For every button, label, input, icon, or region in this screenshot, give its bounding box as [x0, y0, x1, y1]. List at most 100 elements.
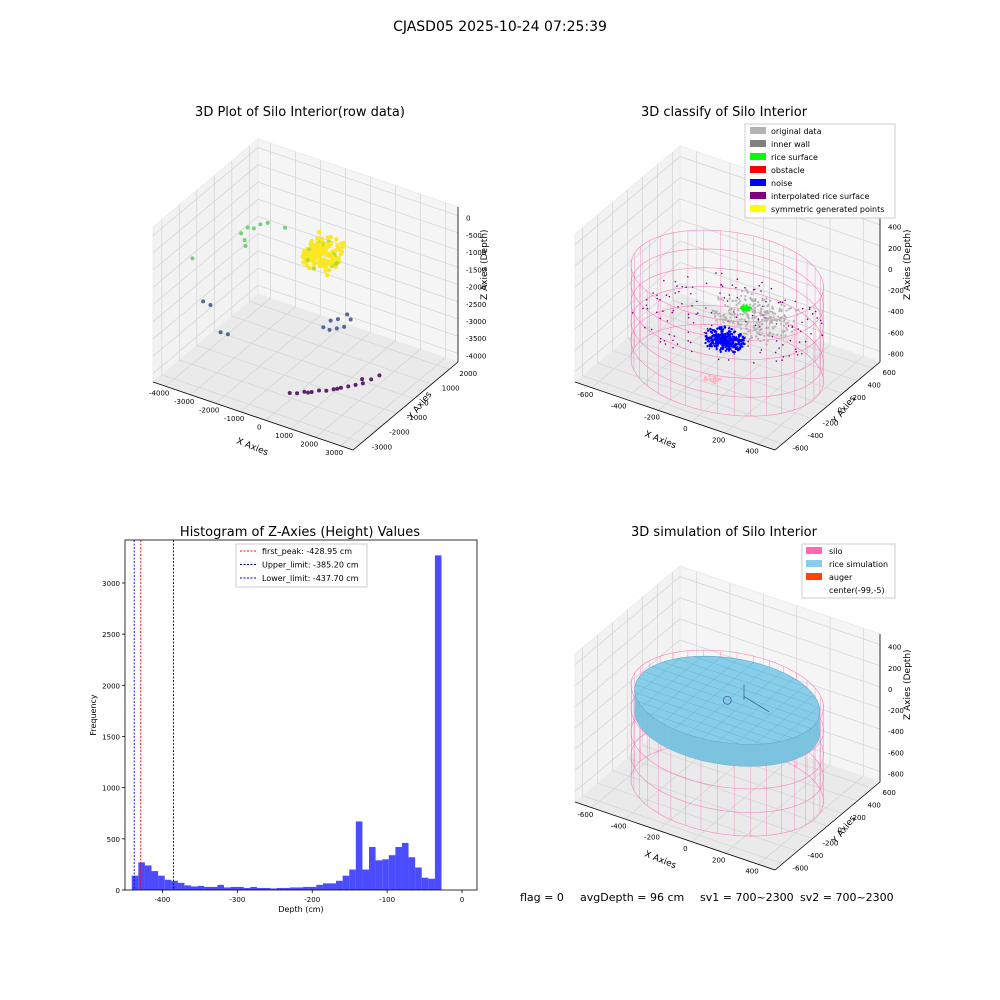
noise-point — [732, 331, 736, 334]
tick-label-y: 200 — [853, 814, 866, 822]
noise-point — [723, 325, 726, 328]
cluster-point — [313, 256, 318, 261]
rice-mesh-line — [647, 712, 740, 745]
interpolated-point — [791, 326, 794, 329]
histogram-bar — [309, 886, 317, 890]
noise-point — [742, 339, 745, 342]
original-point — [759, 339, 762, 343]
interpolated-point — [705, 282, 708, 285]
axis-y-line — [774, 781, 881, 871]
tick-label-z: -400 — [888, 308, 904, 316]
noise-point — [724, 333, 727, 336]
original-point — [786, 321, 790, 324]
data-point — [309, 390, 314, 395]
original-point — [749, 298, 752, 301]
interpolated-point — [789, 339, 792, 342]
tick-label-z: -4000 — [466, 352, 486, 360]
simulation-plot-title: 3D simulation of Silo Interior — [631, 525, 818, 540]
gridline-z — [574, 261, 881, 351]
cluster-point — [333, 261, 339, 267]
rice-side-strip — [637, 699, 640, 727]
noise-point — [728, 339, 731, 343]
histogram-bar — [336, 880, 343, 890]
original-point — [739, 300, 742, 303]
original-point — [773, 318, 776, 322]
original-point — [755, 335, 758, 338]
cluster-point — [335, 243, 340, 249]
cluster-point — [335, 247, 341, 252]
tick-label-z: -400 — [888, 728, 904, 736]
histogram-bar — [276, 887, 284, 890]
interpolated-point — [727, 359, 730, 361]
original-point — [761, 299, 764, 302]
interpolated-point — [801, 307, 804, 310]
histogram-bar — [263, 887, 271, 890]
original-point — [711, 309, 714, 312]
gridline-z — [574, 576, 881, 665]
tick-label-z: -800 — [888, 770, 904, 778]
histogram-ylabel: Frequency — [89, 694, 98, 736]
y-tick-label: 0 — [116, 887, 120, 895]
interpolated-point — [676, 285, 678, 287]
original-point — [744, 332, 748, 335]
y-tick-label: 2500 — [102, 631, 120, 639]
original-point — [774, 319, 778, 322]
original-point — [797, 308, 800, 311]
original-point — [728, 312, 731, 315]
noise-point — [714, 337, 717, 340]
status-sv2: sv2 = 700~2300 — [800, 891, 894, 904]
data-point — [208, 303, 213, 308]
original-point — [784, 322, 788, 326]
original-point — [735, 303, 738, 307]
histogram-bar — [164, 879, 172, 890]
gridline-x — [240, 168, 346, 413]
interpolated-point — [723, 296, 726, 299]
legend-label: inner wall — [771, 140, 810, 149]
original-point — [728, 297, 731, 300]
x-tick-label: -200 — [304, 896, 320, 904]
histogram-bar — [375, 860, 383, 890]
original-point — [773, 312, 777, 315]
data-point — [295, 391, 300, 396]
original-point — [786, 328, 789, 331]
original-point — [731, 299, 734, 302]
noise-point — [713, 344, 716, 347]
original-point — [751, 317, 754, 320]
original-point — [734, 299, 738, 302]
original-point — [733, 316, 737, 319]
legend-swatch — [750, 179, 766, 186]
original-point — [774, 325, 777, 328]
interpolated-point — [686, 276, 689, 278]
original-point — [757, 323, 760, 327]
cluster-point — [324, 260, 330, 266]
gridline-z — [152, 181, 459, 271]
interpolated-point — [800, 352, 803, 355]
original-point — [715, 319, 718, 322]
interpolated-point — [794, 300, 797, 303]
legend-label: symmetric generated points — [771, 205, 884, 214]
original-point — [737, 323, 740, 326]
original-point — [717, 296, 720, 299]
data-point — [331, 387, 336, 392]
histogram-bar — [369, 847, 376, 890]
interpolated-point — [745, 320, 747, 323]
interpolated-point — [747, 340, 750, 343]
cluster-point — [307, 265, 312, 271]
original-point — [754, 306, 757, 309]
histogram-bar — [296, 887, 304, 890]
original-point — [763, 313, 766, 316]
tick-label-x: -200 — [644, 414, 660, 422]
original-point — [752, 324, 756, 328]
noise-point — [714, 342, 718, 345]
original-point — [729, 307, 732, 311]
rice-side-strip — [801, 731, 807, 757]
gridline-x — [290, 185, 396, 430]
interpolated-point — [659, 317, 662, 320]
gridline-x — [265, 177, 371, 421]
raw-data-3d-plot: 3D Plot of Silo Interior(row data) -4000… — [149, 105, 490, 458]
original-point — [747, 330, 750, 333]
tick-label-z: 400 — [888, 224, 901, 232]
interpolated-point — [736, 296, 739, 299]
cluster-point — [324, 252, 329, 258]
